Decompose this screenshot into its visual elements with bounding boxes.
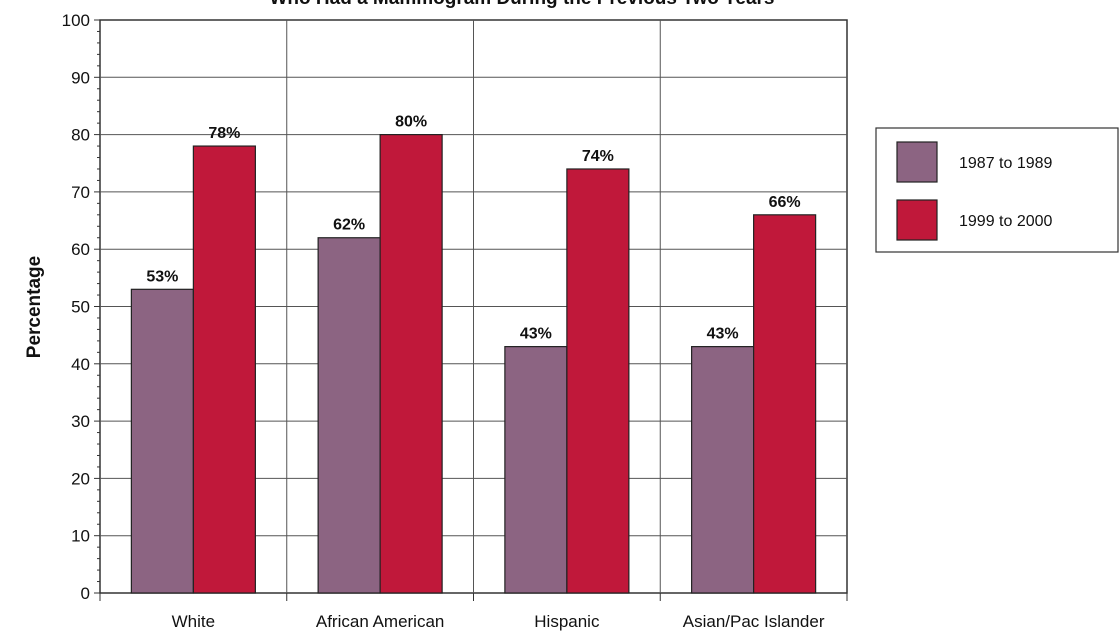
x-axis: White African American Hispanic Asian/Pac I… [99,593,848,631]
y-tick-label: 20 [71,469,90,488]
bar-white-2 [192,145,256,594]
chart-title: Who Had a Mammogram During the Previous … [269,0,774,9]
data-label: 43% [520,326,552,343]
bar-asian-pac-islander-2 [753,214,817,594]
y-tick-label: 60 [71,240,90,259]
y-tick-label: 30 [71,412,90,431]
bar-african-american-1 [317,237,381,594]
bar-hispanic-1 [504,346,568,594]
bar-asian-pac-islander-1 [691,346,755,594]
data-label: 74% [582,148,614,165]
bar-hispanic-2 [566,168,630,594]
data-label: 62% [333,217,365,234]
data-label: 43% [707,326,739,343]
legend-label: 1999 to 2000 [959,213,1053,230]
legend-swatch [896,141,938,183]
x-tick-label: Asian/Pac Islander [683,612,825,631]
data-label: 80% [395,114,427,131]
y-tick-label: 50 [71,298,90,317]
x-tick-label: Hispanic [534,612,600,631]
legend-label: 1987 to 1989 [959,155,1053,172]
y-tick-label: 10 [71,527,90,546]
y-tick-label: 100 [62,11,90,30]
data-label: 53% [146,268,178,285]
y-tick-label: 70 [71,183,90,202]
bar-white-1 [130,288,194,594]
legend: 1987 to 1989 1999 to 2000 [875,127,1119,253]
y-tick-label: 90 [71,68,90,87]
data-label: 66% [769,194,801,211]
y-tick-label: 40 [71,355,90,374]
y-tick-label: 80 [71,126,90,145]
y-tick-label: 0 [81,584,90,603]
x-tick-label: White [172,612,215,631]
x-tick-label: African American [316,612,445,631]
legend-swatch [896,199,938,241]
y-axis-title: Percentage [24,256,45,358]
data-label: 78% [208,125,240,142]
bar-african-american-2 [379,134,443,594]
y-axis: 0 10 20 30 40 50 60 70 80 90 100 [62,11,100,603]
bars: 53% 78% 62% 80% 43% 74% 43% 66% [130,114,817,594]
